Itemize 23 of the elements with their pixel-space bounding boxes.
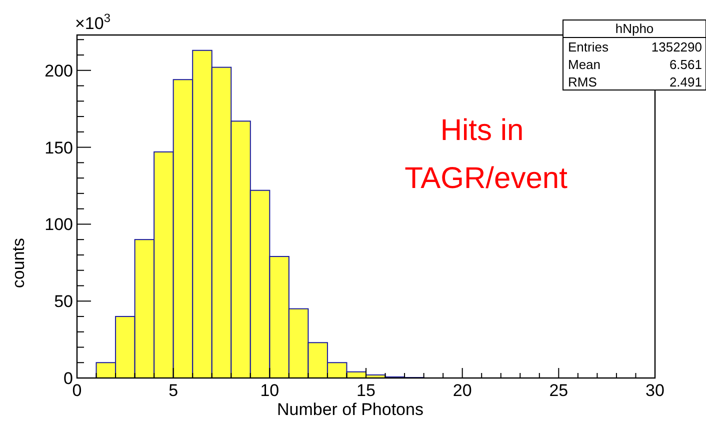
annotation: RMS: [568, 74, 598, 90]
x-tick-label: 5: [168, 381, 178, 400]
y-axis-title: counts: [9, 238, 28, 288]
x-axis-title: Number of Photons: [277, 400, 424, 419]
x-tick-label: 20: [452, 381, 472, 400]
y-tick-label: 0: [64, 369, 73, 388]
y-tick-label: 100: [44, 215, 73, 234]
y-tick-label: 200: [44, 61, 73, 80]
annotation: Hits in: [440, 114, 524, 147]
annotation: TAGR/event: [404, 162, 568, 195]
y-tick-label: 50: [54, 292, 73, 312]
x-tick-label: 15: [356, 381, 376, 400]
x-tick-label: 25: [549, 381, 568, 400]
annotation: Mean: [568, 57, 601, 72]
x-tick-label: 30: [646, 381, 664, 400]
y-tick-label: 150: [44, 138, 73, 158]
annotation: 1352290: [651, 40, 702, 54]
annotation: hNpho: [615, 21, 654, 36]
text: ×10$^{3}$: [75, 11, 111, 33]
text: 2.491: [669, 74, 702, 90]
text: 6.561: [669, 57, 702, 72]
x-tick-label: 10: [260, 381, 280, 400]
annotation: Entries: [568, 40, 609, 54]
